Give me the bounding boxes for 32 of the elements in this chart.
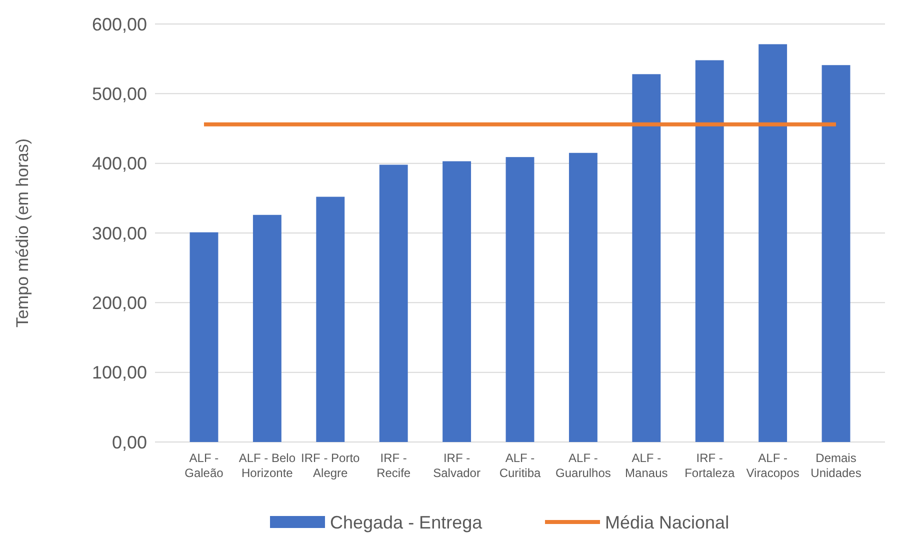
bar (506, 157, 534, 442)
x-tick-label: ALF - Manaus (625, 451, 668, 480)
y-tick-label: 100,00 (92, 362, 147, 383)
x-tick-label: IRF - Porto Alegre (301, 451, 360, 480)
bar (695, 60, 724, 442)
bar (632, 74, 661, 442)
x-tick-label: ALF - Belo Horizonte (238, 451, 296, 480)
x-tick-label: ALF - Curitiba (499, 451, 541, 480)
x-tick-label: IRF - Recife (376, 451, 411, 480)
bar (568, 152, 598, 442)
y-tick-label: 200,00 (92, 292, 147, 313)
y-tick-label: 300,00 (92, 223, 147, 244)
y-tick-label: 0,00 (112, 432, 147, 452)
x-tick-label: ALF - Viracopos (746, 451, 800, 480)
legend-label: Média Nacional (605, 512, 730, 532)
x-tick-label: IRF - Salvador (433, 451, 480, 480)
x-tick-label: ALF - Guarulhos (556, 451, 611, 480)
x-tick-label: ALF - Galeão (184, 451, 224, 480)
y-tick-label: 600,00 (92, 14, 147, 34)
bar (190, 232, 218, 442)
x-tick-label: Demais Unidades (810, 451, 862, 480)
bar (252, 214, 282, 442)
bar (822, 65, 850, 442)
y-axis-title: Tempo médio (em horas) (13, 138, 32, 328)
bar (442, 161, 472, 442)
bar (379, 164, 408, 442)
y-tick-label: 400,00 (92, 154, 147, 174)
bar (316, 196, 345, 442)
legend-label: Chegada - Entrega (330, 512, 484, 532)
bar (758, 44, 788, 442)
y-tick-label: 500,00 (92, 84, 147, 104)
x-tick-label: IRF - Fortaleza (684, 451, 735, 480)
